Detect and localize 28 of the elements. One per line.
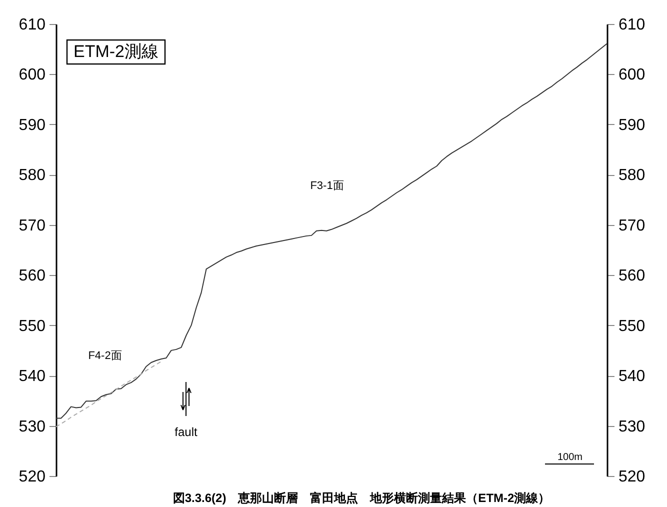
y2-tick-label: 610: [618, 16, 646, 34]
y2-tick-label: 550: [618, 318, 646, 335]
y-tick-label: 580: [18, 167, 46, 184]
y2-tick-label: 590: [618, 116, 646, 134]
y-tick-label: 530: [18, 418, 46, 436]
y-tick-label: 560: [18, 268, 46, 285]
line-series: [56, 43, 608, 419]
y2-tick-label: 520: [618, 468, 646, 486]
y2-tick-label: 570: [618, 217, 646, 234]
annotation: fault: [174, 425, 198, 439]
y2-tick-label: 540: [618, 368, 646, 386]
annotation: F3-1面: [310, 180, 344, 192]
text: 図3.3.6(2) 恵那山断層 富田地点 地形横断測量結果（ETM-2測線）: [172, 491, 550, 505]
y-tick-label: 540: [18, 368, 46, 386]
y2-tick-label: 600: [618, 66, 646, 84]
y-tick-label: 600: [18, 66, 46, 84]
annotation: ETM-2測線: [74, 42, 158, 61]
y-tick-label: 570: [18, 217, 46, 234]
annotation: F4-2面: [88, 350, 122, 362]
y2-tick-label: 580: [618, 167, 646, 184]
line-series: [56, 360, 162, 428]
y-tick-label: 590: [18, 116, 46, 134]
annotation: 100m: [557, 452, 583, 463]
y2-tick-label: 560: [618, 268, 646, 285]
y-tick-label: 550: [18, 318, 46, 335]
y-tick-label: 520: [18, 468, 46, 486]
y2-tick-label: 530: [618, 418, 646, 436]
y-tick-label: 610: [18, 16, 46, 34]
